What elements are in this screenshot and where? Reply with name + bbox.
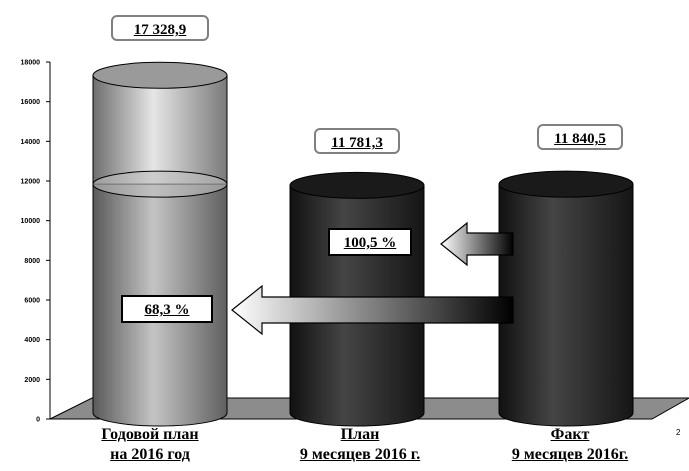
bar-annual-plan-top: [92, 61, 228, 89]
value-label-annual-plan: 17 328,9: [111, 15, 209, 41]
bar-fact-top: [498, 170, 634, 198]
bar-fact: [498, 170, 634, 427]
y-tick-label: 8000: [24, 258, 40, 265]
category-label-fact-line-1: Факт: [550, 426, 590, 443]
y-tick-label: 18000: [21, 60, 41, 67]
category-label-annual-plan: Годовой план на 2016 год: [60, 425, 240, 465]
percent-label-annual-plan: 68,3 %: [121, 295, 213, 323]
y-tick-label: 6000: [24, 298, 40, 305]
y-tick-label: 12000: [21, 179, 41, 186]
value-label-fact: 11 840,5: [537, 124, 623, 150]
category-label-plan-line-1: План: [340, 426, 380, 443]
category-label-plan: План 9 месяцев 2016 г.: [270, 425, 450, 465]
category-label-fact-line-2: 9 месяцев 2016г.: [511, 446, 629, 463]
arrow-fact-to-annual-plan: [231, 284, 514, 336]
category-label-annual-plan-line-1: Годовой план: [101, 426, 199, 443]
bar-fact-body: [498, 183, 634, 427]
y-tick-label: 4000: [24, 337, 40, 344]
percent-label-plan: 100,5 %: [328, 228, 412, 256]
y-tick-label: 14000: [21, 139, 41, 146]
category-label-plan-line-2: 9 месяцев 2016 г.: [299, 446, 421, 463]
bar-annual-plan-level: [92, 170, 228, 198]
category-label-annual-plan-line-2: на 2016 год: [110, 446, 190, 463]
value-label-plan: 11 781,3: [314, 128, 400, 154]
bar-plan-top: [289, 171, 425, 199]
y-tick-label: 0: [36, 417, 40, 424]
y-tick-label: 16000: [21, 99, 41, 106]
y-tick-label: 10000: [21, 218, 41, 225]
category-label-fact: Факт 9 месяцев 2016г.: [480, 425, 660, 465]
arrow-fact-to-plan: [440, 221, 514, 267]
bar-annual-plan: [92, 61, 228, 427]
y-tick-label: 2000: [24, 377, 40, 384]
page-number: 2: [676, 428, 681, 437]
